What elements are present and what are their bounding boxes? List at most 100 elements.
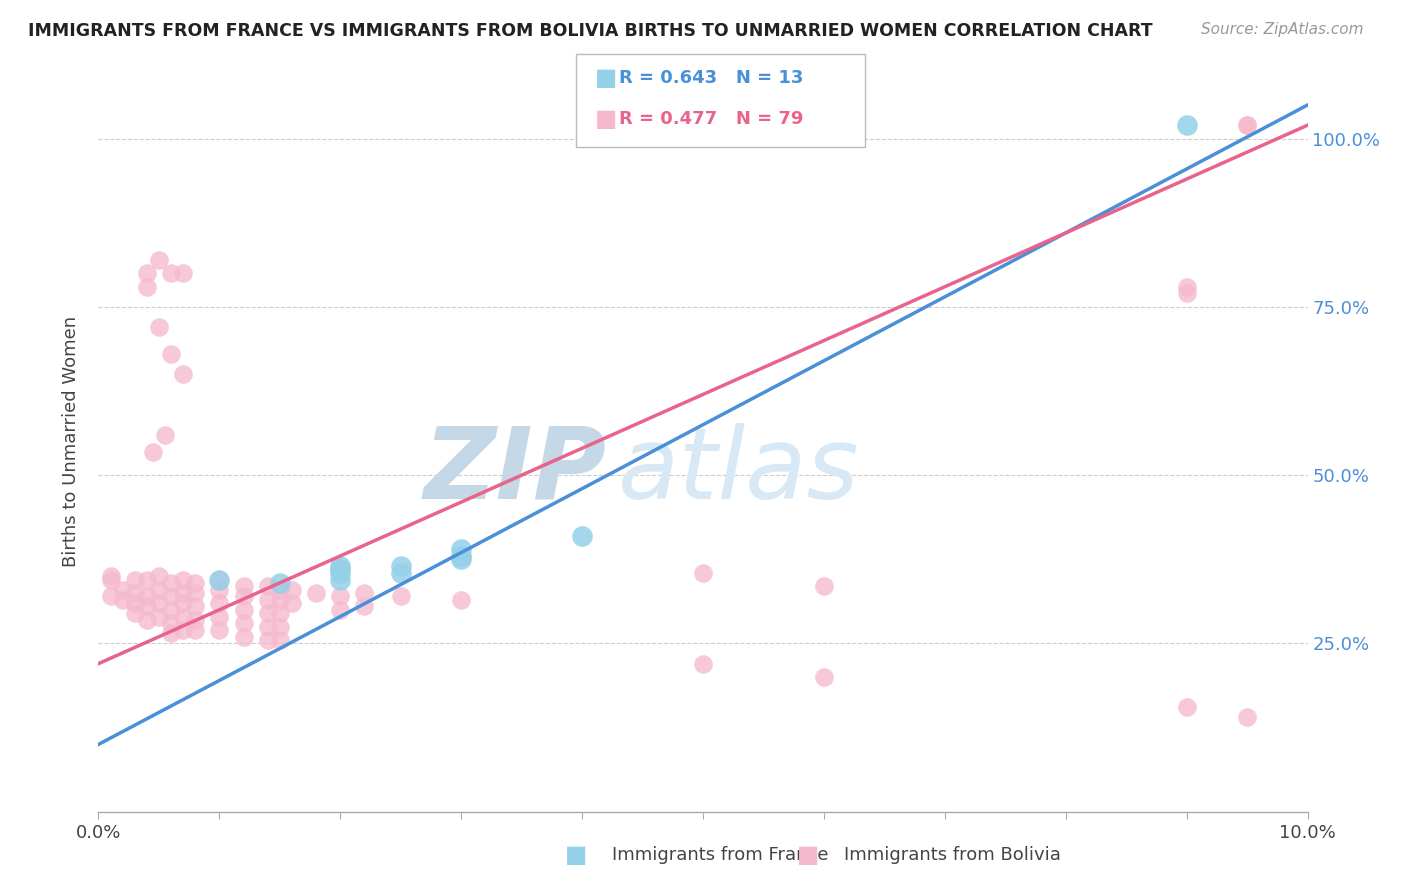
Point [148, 569, 170, 583]
Point [172, 623, 194, 637]
Point [208, 609, 231, 624]
Point [208, 573, 231, 587]
Point [208, 623, 231, 637]
Point [329, 566, 352, 580]
Point [135, 279, 157, 293]
Point [232, 616, 254, 631]
Point [813, 579, 835, 593]
Point [232, 579, 254, 593]
Point [100, 573, 122, 587]
Text: Source: ZipAtlas.com: Source: ZipAtlas.com [1201, 22, 1364, 37]
Point [172, 586, 194, 600]
Point [269, 582, 291, 597]
Point [256, 619, 278, 633]
Point [1175, 286, 1198, 301]
Point [184, 623, 207, 637]
Text: ■: ■ [595, 107, 617, 130]
Point [160, 616, 183, 631]
Point [135, 613, 157, 627]
Point [184, 575, 207, 590]
Point [450, 549, 472, 563]
Text: R = 0.643   N = 13: R = 0.643 N = 13 [619, 69, 803, 87]
Point [269, 619, 291, 633]
Point [111, 582, 134, 597]
Point [269, 575, 291, 590]
Text: ■: ■ [797, 843, 820, 866]
Point [142, 444, 165, 458]
Point [124, 586, 146, 600]
Text: R = 0.477   N = 79: R = 0.477 N = 79 [619, 110, 803, 128]
Point [172, 573, 194, 587]
Point [208, 596, 231, 610]
Point [160, 575, 183, 590]
Point [305, 586, 328, 600]
Point [100, 569, 122, 583]
Point [232, 603, 254, 617]
Point [148, 609, 170, 624]
Point [256, 579, 278, 593]
Point [1236, 118, 1258, 132]
Text: ■: ■ [565, 843, 588, 866]
Point [160, 626, 183, 640]
Point [153, 427, 176, 442]
Point [208, 573, 231, 587]
Point [329, 559, 352, 574]
Point [135, 590, 157, 604]
Text: Immigrants from Bolivia: Immigrants from Bolivia [844, 846, 1060, 863]
Point [1175, 700, 1198, 714]
Point [124, 606, 146, 620]
Point [389, 566, 412, 580]
Point [389, 590, 412, 604]
Point [329, 562, 352, 576]
Point [208, 582, 231, 597]
Point [148, 582, 170, 597]
Point [172, 609, 194, 624]
Point [148, 252, 170, 267]
Point [281, 596, 304, 610]
Point [172, 266, 194, 280]
Point [256, 606, 278, 620]
Point [184, 613, 207, 627]
Point [160, 347, 183, 361]
Point [160, 603, 183, 617]
Text: IMMIGRANTS FROM FRANCE VS IMMIGRANTS FROM BOLIVIA BIRTHS TO UNMARRIED WOMEN CORR: IMMIGRANTS FROM FRANCE VS IMMIGRANTS FRO… [28, 22, 1153, 40]
Point [1175, 118, 1198, 132]
Point [692, 657, 714, 671]
Point [329, 590, 352, 604]
Text: ZIP: ZIP [423, 423, 606, 520]
Point [160, 590, 183, 604]
Point [389, 559, 412, 574]
Text: Immigrants from France: Immigrants from France [612, 846, 828, 863]
Point [184, 586, 207, 600]
Point [281, 582, 304, 597]
Point [1236, 710, 1258, 724]
Point [692, 566, 714, 580]
Point [124, 596, 146, 610]
Point [269, 633, 291, 648]
Point [124, 573, 146, 587]
Point [1236, 118, 1258, 132]
Point [450, 542, 472, 557]
Point [329, 603, 352, 617]
Point [353, 586, 375, 600]
Point [172, 596, 194, 610]
Point [184, 599, 207, 614]
Point [329, 573, 352, 587]
Y-axis label: Births to Unmarried Women: Births to Unmarried Women [62, 316, 80, 567]
Point [111, 592, 134, 607]
Point [135, 573, 157, 587]
Point [269, 606, 291, 620]
Point [269, 592, 291, 607]
Point [135, 599, 157, 614]
Point [100, 590, 122, 604]
Point [256, 633, 278, 648]
Point [353, 599, 375, 614]
Text: ■: ■ [595, 66, 617, 89]
Point [232, 590, 254, 604]
Point [148, 320, 170, 334]
Point [813, 670, 835, 684]
Point [571, 529, 593, 543]
Point [135, 266, 157, 280]
Point [232, 630, 254, 644]
Point [450, 592, 472, 607]
